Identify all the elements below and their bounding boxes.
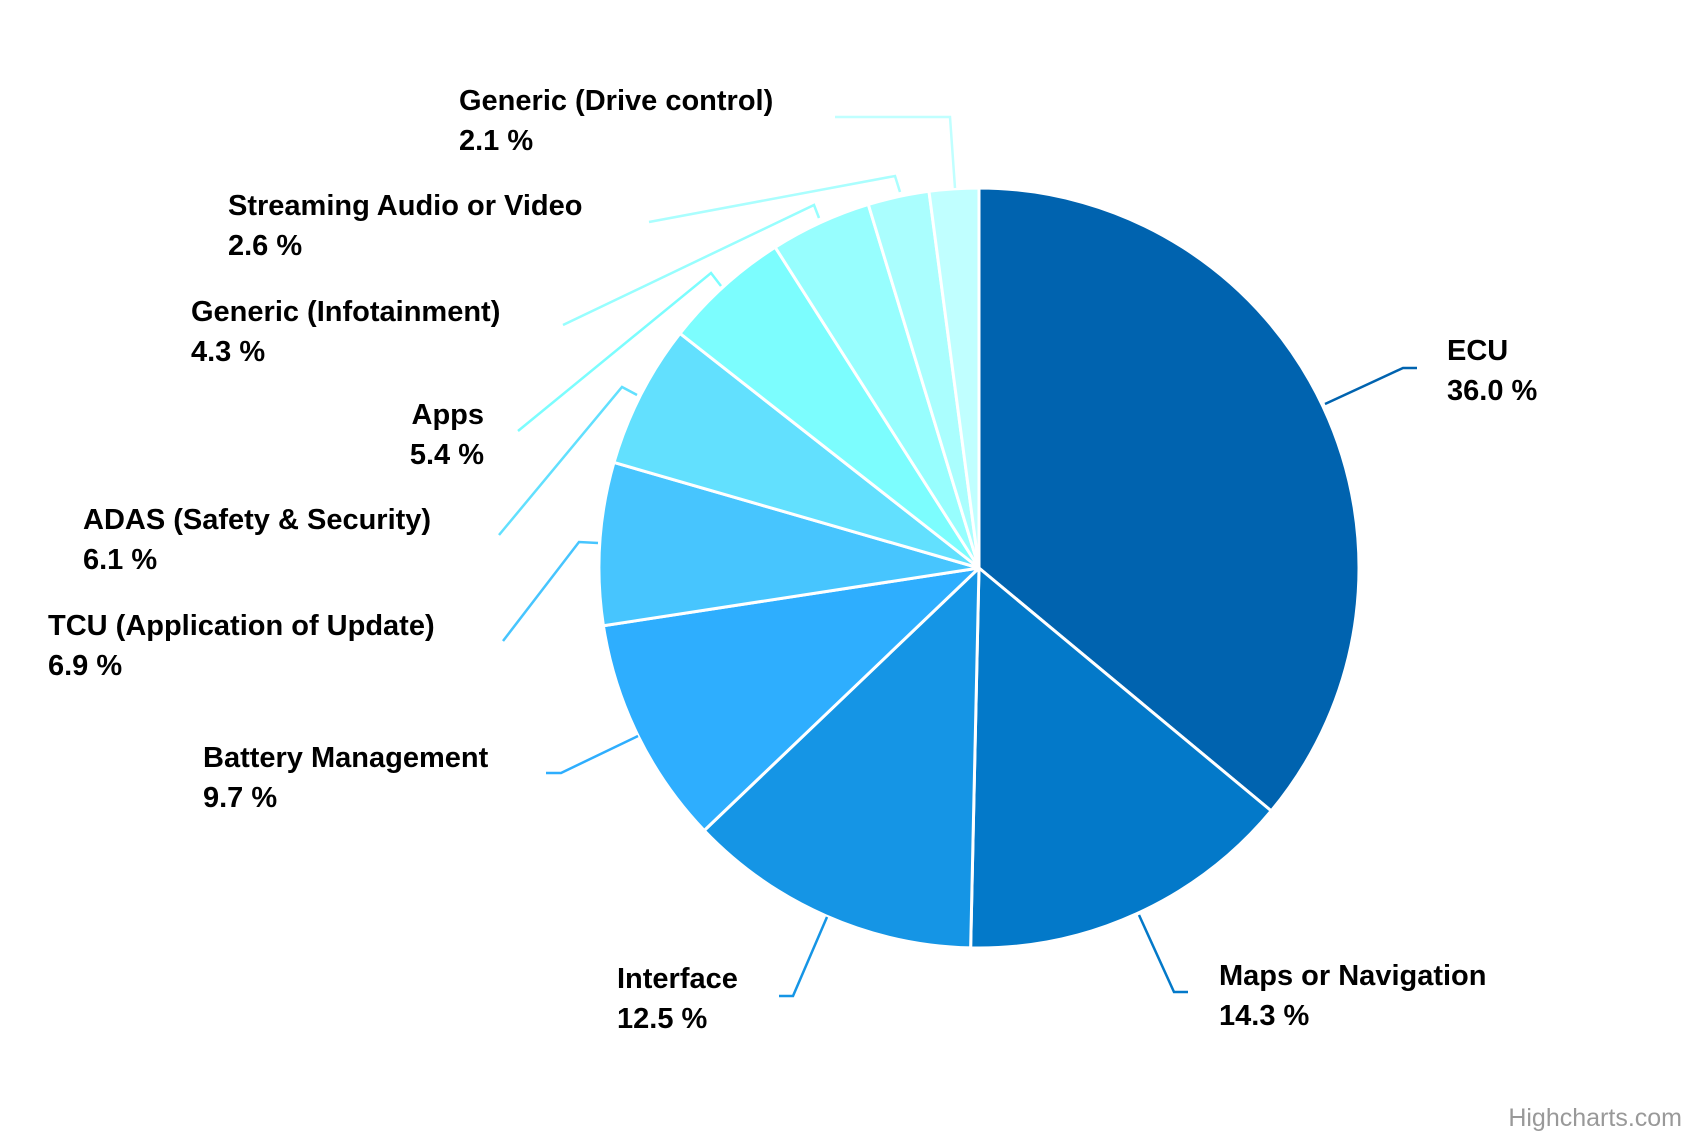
connector-line-3: [546, 734, 639, 775]
data-label-value: 2.1 %: [459, 125, 533, 157]
data-label-value: 2.6 %: [228, 230, 302, 262]
data-label-name: Maps or Navigation: [1219, 960, 1487, 992]
pie-slice-4[interactable]: [597, 460, 981, 628]
data-label-value: 6.9 %: [48, 650, 122, 682]
data-label-value: 14.3 %: [1219, 1000, 1309, 1032]
pie-slice-3[interactable]: [601, 566, 981, 833]
highcharts-credit[interactable]: Highcharts.com: [1508, 1104, 1682, 1132]
data-label-name: TCU (Application of Update): [48, 610, 435, 642]
connector-line-5: [498, 385, 638, 536]
pie-slice-9[interactable]: [927, 186, 981, 570]
connector-line-7: [562, 203, 821, 327]
data-label-name: ADAS (Safety & Security): [83, 504, 431, 536]
data-label-value: 36.0 %: [1447, 375, 1537, 407]
data-label-name: Interface: [617, 963, 738, 995]
data-label-value: 6.1 %: [83, 544, 157, 576]
data-label-name: Apps: [412, 399, 485, 431]
connector-line-8: [648, 174, 902, 224]
connector-line-2: [779, 916, 829, 998]
data-label-value: 4.3 %: [191, 336, 265, 368]
data-label-value: 5.4 %: [410, 439, 484, 471]
connector-line-0: [1324, 366, 1417, 406]
data-label-name: Generic (Drive control): [459, 85, 773, 117]
connector-line-6: [517, 271, 722, 432]
pie-slice-5[interactable]: [612, 331, 981, 570]
pie-slice-2[interactable]: [702, 566, 981, 950]
data-label-name: Streaming Audio or Video: [228, 190, 583, 222]
data-label-value: 9.7 %: [203, 782, 277, 814]
data-label-name: ECU: [1447, 335, 1508, 367]
connector-line-4: [502, 540, 599, 642]
connector-line-9: [835, 115, 957, 189]
data-label-name: Battery Management: [203, 742, 489, 774]
connector-line-1: [1137, 914, 1188, 994]
data-label-name: Generic (Infotainment): [191, 296, 500, 328]
pie-slice-1[interactable]: [969, 566, 1273, 950]
pie-slice-0[interactable]: [977, 186, 1361, 813]
data-label-value: 12.5 %: [617, 1003, 707, 1035]
